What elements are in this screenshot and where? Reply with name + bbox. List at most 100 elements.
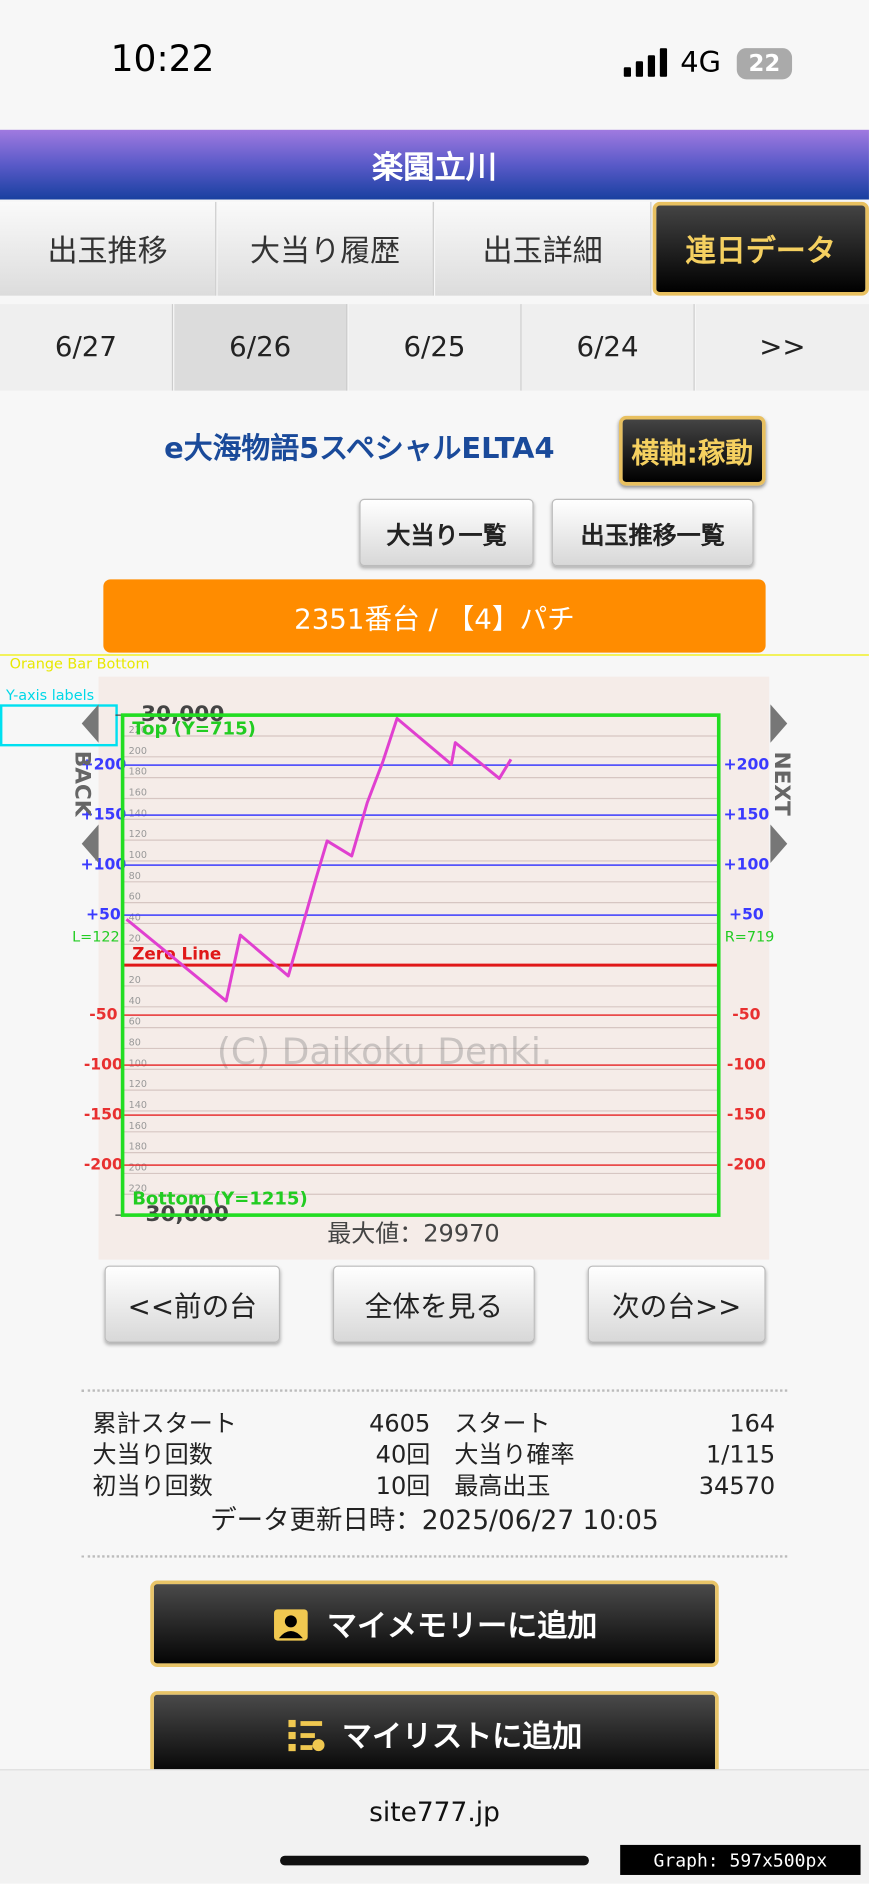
overlay-label: Orange Bar Bottom: [10, 657, 150, 673]
overlay-label: Zero Line: [132, 943, 221, 963]
overlay-label: -50: [732, 1006, 760, 1024]
tab[interactable]: 出玉詳細: [435, 201, 652, 296]
tab[interactable]: 出玉推移: [0, 201, 217, 296]
date-tab-active[interactable]: 6/26: [174, 304, 348, 391]
list-icon: [289, 1719, 326, 1752]
url: site777.jp: [369, 1797, 500, 1828]
overlay-label: +200: [724, 756, 770, 774]
overlay-label: -200: [727, 1156, 766, 1174]
stat-cell: 4605: [369, 1408, 431, 1438]
overlay-label: Top (Y=715): [132, 719, 256, 740]
arrow-left: [81, 704, 99, 743]
overlay-label: L=122: [72, 929, 120, 945]
header-title: 楽園立川: [0, 129, 869, 200]
overlay-label: Bottom (Y=1215): [132, 1188, 308, 1209]
memory-icon: [274, 1609, 308, 1641]
overlay-label: -100: [84, 1056, 123, 1074]
minor-tick-label: 160: [129, 1121, 147, 1132]
graph-frame: [120, 713, 721, 1217]
minor-tick-label: 120: [129, 829, 147, 840]
overlay-label: -200: [84, 1156, 123, 1174]
minor-tick-label: 220: [129, 1183, 147, 1194]
arrow-right: [770, 704, 788, 743]
size-label: Graph: 597x500px: [620, 1844, 861, 1875]
stat-cell: 累計スタート: [92, 1408, 237, 1438]
date-next[interactable]: >>: [695, 304, 869, 391]
stat-cell: スタート: [454, 1408, 551, 1438]
divider: [81, 1389, 788, 1392]
date-tab[interactable]: 6/24: [521, 304, 695, 391]
minor-tick-label: 100: [129, 850, 147, 861]
date-tab[interactable]: 6/27: [0, 304, 174, 391]
action-label: マイメモリーに追加: [326, 1608, 598, 1643]
network: 4G: [680, 45, 721, 80]
overlay-label: -50: [89, 1006, 117, 1024]
axis-button[interactable]: 横軸:稼動: [618, 415, 766, 486]
overlay-label: +150: [81, 806, 127, 824]
stat-cell: 10回: [375, 1471, 431, 1500]
minor-tick-label: 120: [129, 1079, 147, 1090]
unit-bar: 2351番台 / 【4】パチ: [103, 579, 766, 653]
stat-cell: 初当り回数: [92, 1471, 213, 1500]
overlay-label: +150: [724, 806, 770, 824]
graph: Orange Bar Bottom Y-axis labels 220 200 180 1…: [0, 654, 869, 1260]
button[interactable]: 出玉推移一覧: [551, 498, 754, 567]
stat-cell: 最高出玉: [454, 1471, 551, 1500]
overlay-label: -150: [727, 1106, 766, 1124]
action-button[interactable]: マイメモリーに追加: [150, 1580, 719, 1668]
stat-cell: 1/115: [705, 1439, 776, 1469]
minor-tick-label: 20: [129, 933, 141, 944]
minor-tick-label: 140: [129, 808, 147, 819]
nav-button[interactable]: <<前の台: [104, 1265, 281, 1343]
next-label: NEXT: [769, 751, 794, 816]
stat-cell: 40回: [375, 1439, 431, 1469]
arrow-left: [81, 824, 99, 863]
tab[interactable]: 大当り履歴: [217, 201, 434, 296]
minor-tick-label: 60: [129, 1017, 141, 1028]
watermark: (C) Daikoku Denki.: [217, 1031, 552, 1073]
overlay-box: [0, 704, 118, 747]
graph-background: [98, 676, 770, 1260]
back-label: BACK: [70, 751, 95, 818]
machine-name: e大海物語5スペシャルELTA4: [164, 430, 555, 465]
minor-tick-label: 80: [129, 871, 141, 882]
minor-tick-label: 80: [129, 1037, 141, 1048]
stat-cell: 大当り確率: [454, 1439, 575, 1469]
tab-active[interactable]: 連日データ: [652, 201, 869, 296]
overlay-label: +100: [724, 856, 770, 874]
home-indicator: [280, 1855, 589, 1866]
data-line: [125, 716, 513, 1003]
overlay-label: +200: [81, 756, 127, 774]
divider: [81, 1555, 788, 1558]
clock: 10:22: [110, 38, 215, 81]
minor-tick-label: 100: [129, 1058, 147, 1069]
overlay-label: +50: [729, 906, 764, 924]
updated: データ更新日時：2025/06/27 10:05: [210, 1505, 659, 1537]
minor-tick-label: 160: [129, 787, 147, 798]
arrow-right: [770, 824, 788, 863]
action-label: マイリストに追加: [341, 1718, 583, 1754]
minor-tick-label: 140: [129, 1100, 147, 1111]
signal-icon: [623, 48, 668, 77]
date-tab[interactable]: 6/25: [348, 304, 522, 391]
overlay-label: +50: [86, 906, 121, 924]
overlay-label: Y-axis labels: [5, 688, 94, 704]
nav-button[interactable]: 全体を見る: [332, 1265, 535, 1343]
action-button[interactable]: マイリストに追加: [150, 1691, 719, 1778]
button[interactable]: 大当り一覧: [359, 498, 534, 567]
minor-tick-label: 180: [129, 767, 147, 778]
minor-tick-label: 180: [129, 1142, 147, 1153]
nav-button[interactable]: 次の台>>: [587, 1265, 766, 1343]
stat-cell: 164: [729, 1408, 776, 1438]
overlay-label: -100: [727, 1056, 766, 1074]
minor-tick-label: 200: [129, 746, 147, 757]
stat-cell: 34570: [698, 1471, 776, 1500]
overlay-label: R=719: [725, 929, 775, 945]
overlay-label: -150: [84, 1106, 123, 1124]
minor-tick-label: 220: [129, 725, 147, 736]
overlay-label: +100: [81, 856, 127, 874]
minor-tick-label: 20: [129, 975, 141, 986]
battery: 22: [736, 48, 793, 80]
